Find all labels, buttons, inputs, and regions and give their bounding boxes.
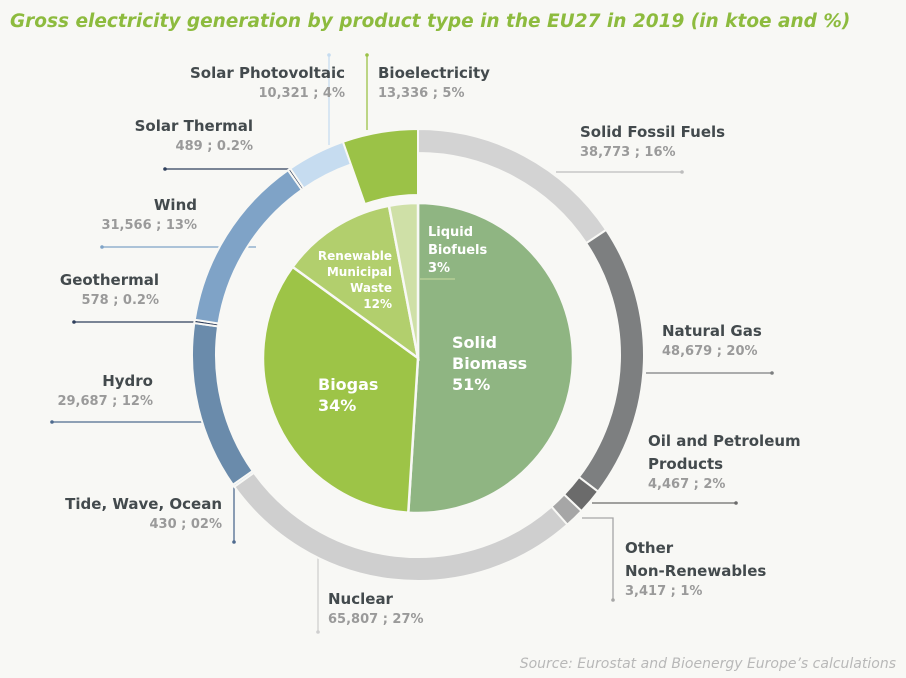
pie-label-solid-biomass: Solid	[452, 333, 497, 352]
value-tide-wave-ocean: 430 ; 02%	[149, 517, 222, 532]
label-other-non-renewables: Other	[625, 539, 674, 557]
label-geothermal: Geothermal	[60, 271, 159, 289]
value-natural-gas: 48,679 ; 20%	[662, 344, 758, 359]
label-solar-photovoltaic: Solar Photovoltaic	[190, 64, 345, 82]
pie-label-biogas: 34%	[318, 396, 356, 415]
label-solar-thermal: Solar Thermal	[135, 117, 253, 135]
pie-label-renewable-municipal-waste: Waste	[350, 281, 392, 295]
pie-slice-biogas	[261, 265, 420, 515]
label-wind: Wind	[154, 196, 197, 214]
pie-label-renewable-municipal-waste: 12%	[363, 297, 392, 311]
label-oil-and-petroleum-products: Products	[648, 455, 723, 473]
leader-dot-solid-fossil-fuels	[680, 170, 684, 174]
outer-ring	[191, 127, 645, 582]
leader-dot-geothermal	[72, 320, 76, 324]
pie-slice-renewable-municipal-waste	[290, 204, 420, 361]
leader-lines	[50, 53, 774, 634]
pie-label-solid-biomass: Biomass	[452, 354, 527, 373]
value-solar-thermal: 489 ; 0.2%	[176, 139, 253, 154]
label-other-non-renewables: Non-Renewables	[625, 562, 766, 580]
ring-segment-natural-gas	[577, 228, 645, 493]
value-nuclear: 65,807 ; 27%	[328, 612, 424, 627]
pie-label-liquid-biofuels: Liquid	[428, 225, 473, 240]
leader-dot-bioelectricity	[365, 53, 369, 57]
label-bioelectricity: Bioelectricity	[378, 64, 490, 82]
pie-label-biogas: Biogas	[318, 375, 378, 394]
pie-label-liquid-biofuels: 3%	[428, 261, 450, 276]
leader-dot-oil-and-petroleum-products	[734, 501, 738, 505]
leader-dot-wind	[100, 245, 104, 249]
value-solid-fossil-fuels: 38,773 ; 16%	[580, 145, 676, 160]
ring-segment-bioelectricity	[341, 127, 419, 206]
leader-dot-solar-photovoltaic	[327, 53, 331, 57]
value-hydro: 29,687 ; 12%	[57, 394, 153, 409]
label-hydro: Hydro	[102, 372, 153, 390]
pie-slice-liquid-biofuels	[387, 201, 420, 359]
pie-label-solid-biomass: 51%	[452, 375, 490, 394]
value-oil-and-petroleum-products: 4,467 ; 2%	[648, 477, 725, 492]
leader-dot-other-non-renewables	[611, 598, 615, 602]
inner-pie-labels: Solid Biomass 51% Biogas 34% Renewable Municip…	[318, 225, 527, 415]
chart-title: Gross electricity generation by product …	[10, 11, 850, 32]
ring-segment-hydro	[191, 321, 254, 487]
pie-slice-solid-biomass	[406, 201, 575, 515]
value-geothermal: 578 ; 0.2%	[82, 293, 159, 308]
value-other-non-renewables: 3,417 ; 1%	[625, 584, 702, 599]
outer-labels: Solid Fossil Fuels 38,773 ; 16% Natural Ga…	[57, 64, 800, 627]
label-nuclear: Nuclear	[328, 590, 394, 608]
label-tide-wave-ocean: Tide, Wave, Ocean	[65, 495, 222, 513]
leader-dot-hydro	[50, 420, 54, 424]
label-natural-gas: Natural Gas	[662, 322, 762, 340]
inner-pie	[261, 201, 575, 515]
label-solid-fossil-fuels: Solid Fossil Fuels	[580, 123, 725, 141]
value-bioelectricity: 13,336 ; 5%	[378, 86, 465, 101]
ring-segment-solar-photovoltaic	[288, 140, 353, 190]
pie-label-renewable-municipal-waste: Municipal	[327, 265, 392, 279]
label-oil-and-petroleum-products: Oil and Petroleum	[648, 432, 801, 450]
leader-line-other-non-renewables	[582, 517, 614, 600]
leader-dot-natural-gas	[770, 371, 774, 375]
leader-dot-nuclear	[316, 630, 320, 634]
source-note: Source: Eurostat and Bioenergy Europe’s …	[520, 656, 896, 672]
value-solar-photovoltaic: 10,321 ; 4%	[259, 86, 346, 101]
value-wind: 31,566 ; 13%	[101, 218, 197, 233]
pie-label-liquid-biofuels: Biofuels	[428, 243, 487, 258]
leader-dot-solar-thermal	[163, 167, 167, 171]
leader-dot-tide-wave-ocean	[232, 540, 236, 544]
pie-label-renewable-municipal-waste: Renewable	[318, 249, 392, 263]
